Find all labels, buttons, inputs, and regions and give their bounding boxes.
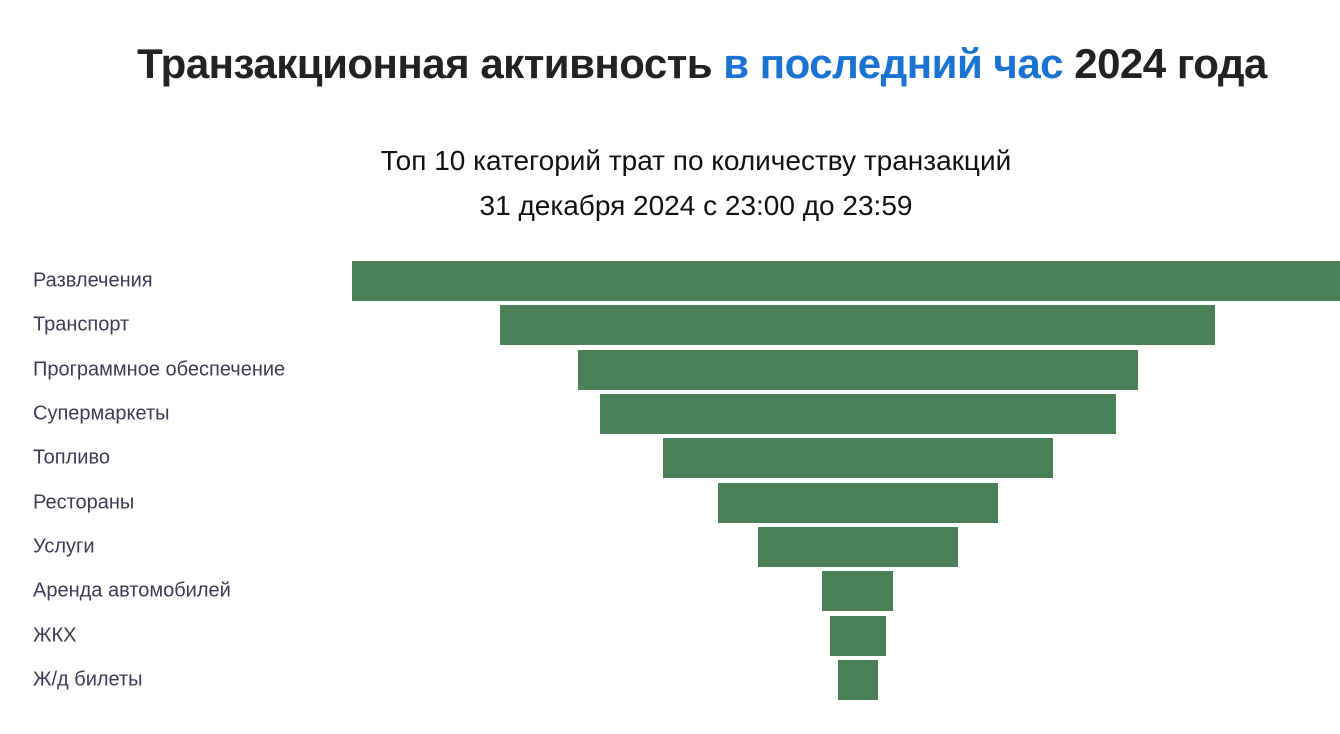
chart-row: Топливо: [0, 438, 1340, 478]
funnel-bar: [600, 394, 1116, 434]
chart-title-accent-part: в последний час: [723, 40, 1064, 87]
funnel-bar: [578, 350, 1138, 390]
category-label: Топливо: [33, 446, 110, 469]
chart-title-main-part: Транзакционная активность: [137, 40, 713, 87]
chart-row: Развлечения: [0, 261, 1340, 301]
category-label: Аренда автомобилей: [33, 579, 231, 602]
category-label: Услуги: [33, 535, 95, 558]
category-label: Рестораны: [33, 491, 135, 514]
chart-row: Рестораны: [0, 483, 1340, 523]
funnel-bar: [718, 483, 998, 523]
funnel-bar: [500, 305, 1215, 345]
chart-title: Транзакционная активность в последний ча…: [0, 40, 1340, 88]
funnel-bar: [830, 616, 886, 656]
funnel-bar: [663, 438, 1053, 478]
category-label: ЖКХ: [33, 624, 77, 647]
chart-row: Супермаркеты: [0, 394, 1340, 434]
funnel-bar: [838, 660, 878, 700]
chart-subtitle-line1: Топ 10 категорий трат по количеству тран…: [380, 145, 1012, 176]
chart-row: Услуги: [0, 527, 1340, 567]
funnel-bar: [758, 527, 958, 567]
category-label: Программное обеспечение: [33, 358, 286, 381]
chart-row: ЖКХ: [0, 616, 1340, 656]
chart-title-year-part: 2024 года: [1074, 40, 1267, 87]
category-label: Транспорт: [33, 313, 130, 336]
funnel-bar: [822, 571, 893, 611]
chart-subtitle: Топ 10 категорий трат по количеству тран…: [0, 138, 1340, 228]
chart-subtitle-line2: 31 декабря 2024 с 23:00 до 23:59: [479, 190, 913, 221]
funnel-bar: [352, 261, 1340, 301]
chart-row: Аренда автомобилей: [0, 571, 1340, 611]
chart-row: Программное обеспечение: [0, 350, 1340, 390]
chart-row: Ж/д билеты: [0, 660, 1340, 700]
category-label: Ж/д билеты: [33, 668, 143, 691]
category-label: Развлечения: [33, 269, 153, 292]
category-label: Супермаркеты: [33, 402, 170, 425]
chart-row: Транспорт: [0, 305, 1340, 345]
